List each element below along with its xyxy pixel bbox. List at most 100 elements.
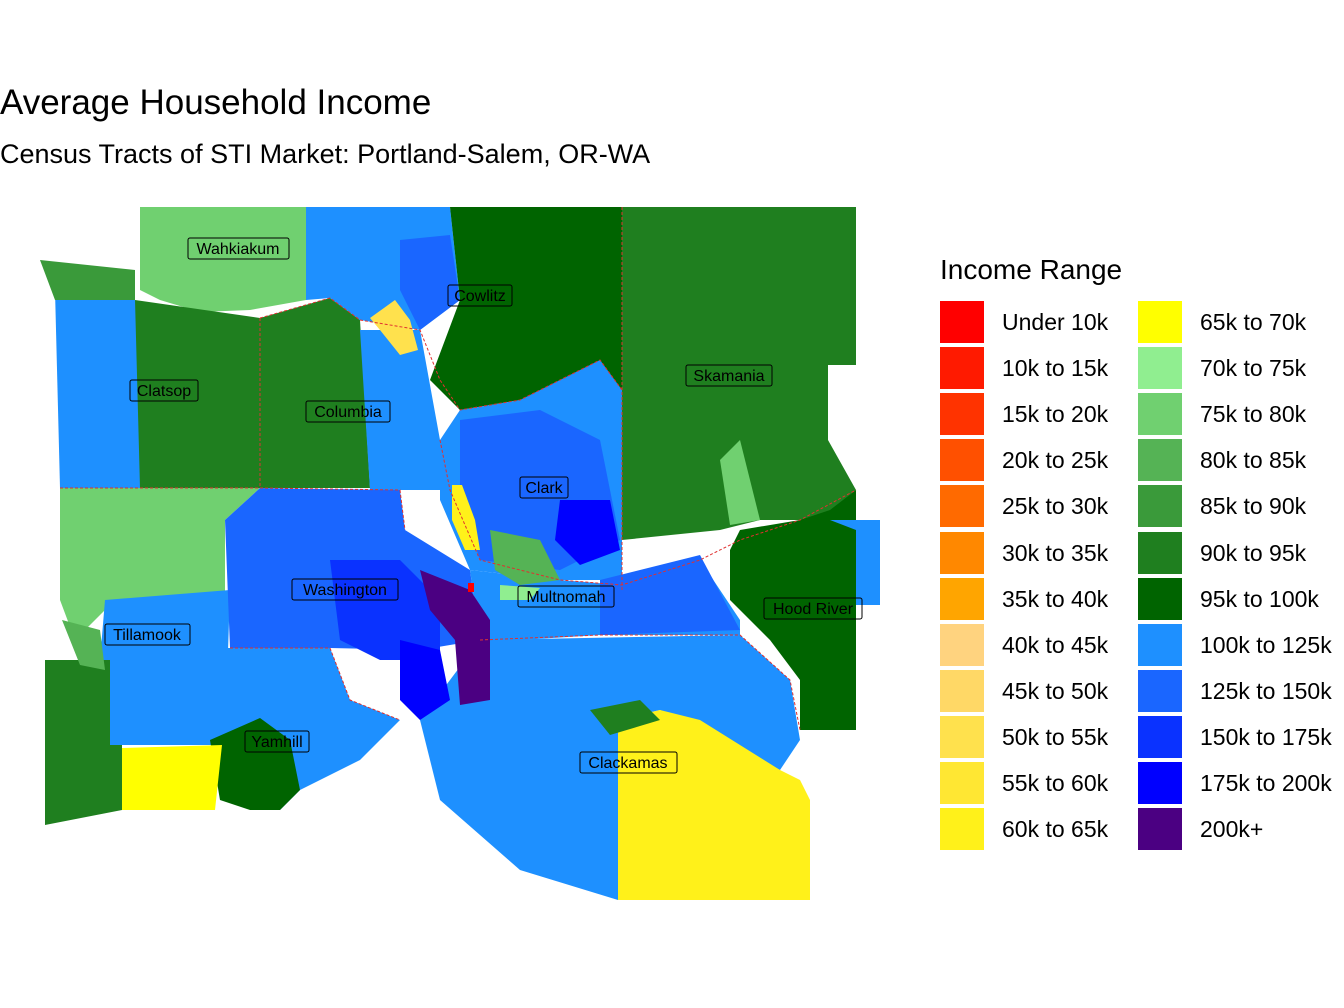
legend-swatch [940, 301, 984, 343]
county-boundary-washington-yamhill [230, 647, 401, 721]
legend-label: Under 10k [1002, 309, 1109, 335]
county-label-box [187, 237, 290, 260]
tract-core-red [468, 583, 474, 592]
map-title: Average Household Income [0, 83, 432, 122]
tract-cowlitz-east [430, 207, 622, 410]
tract-core-lightgreen [500, 585, 540, 600]
tract-multnomah-east [600, 555, 740, 635]
legend-swatch [1138, 485, 1182, 528]
legend-label: 90k to 95k [1200, 539, 1307, 566]
county-label-box [305, 400, 391, 423]
county-label-box [763, 597, 863, 620]
tract-clatsop-coast [55, 290, 140, 488]
legend-title: Income Range [940, 254, 1123, 285]
legend-label: 20k to 25k [1002, 447, 1109, 474]
legend-label: 70k to 75k [1200, 355, 1307, 382]
tract-washington-east [330, 560, 440, 660]
legend-item: 55k to 60k [940, 761, 1150, 807]
legend-label: 175k to 200k [1200, 770, 1332, 796]
legend-swatch [940, 577, 984, 620]
county-label-box [129, 379, 199, 402]
county-label-yamhill: Yamhill [251, 734, 302, 751]
tract-hood-river-east [830, 520, 880, 605]
legend-swatch [1138, 439, 1182, 482]
tract-skamania [622, 207, 856, 540]
legend-swatch [1138, 623, 1182, 666]
tract-yamhill-yellow [122, 745, 222, 810]
county-label-washington: Washington [303, 582, 387, 599]
legend-item: 80k to 85k [1138, 438, 1344, 484]
legend-swatch [1138, 301, 1182, 343]
legend-swatch [1138, 577, 1182, 620]
county-label-tillamook: Tillamook [113, 627, 182, 644]
county-label-wahkiakum: Wahkiakum [197, 241, 280, 258]
tract-skamania-light [720, 440, 760, 525]
county-label-box [517, 585, 615, 608]
legend-item: 100k to 125k [1138, 623, 1344, 669]
county-label-clatsop: Clatsop [137, 383, 191, 400]
county-boundary-columbia-river [439, 439, 857, 586]
tract-clackamas-west [420, 635, 800, 900]
legend-item: 50k to 55k [940, 715, 1150, 761]
legend-swatch [940, 762, 984, 804]
legend-item: 30k to 35k [940, 531, 1150, 577]
legend-item: 45k to 50k [940, 669, 1150, 715]
tract-cowlitz-yellow [370, 300, 418, 355]
tract-core-blue [400, 640, 450, 720]
legend-item: 60k to 65k [940, 807, 1150, 853]
legend-swatch [940, 623, 984, 666]
legend-label: 100k to 125k [1200, 631, 1332, 658]
legend-label: 25k to 30k [1002, 493, 1109, 520]
legend-label: 65k to 70k [1200, 309, 1307, 335]
legend-item: 35k to 40k [940, 577, 1150, 623]
county-label-box [519, 476, 569, 499]
legend-swatch [940, 347, 984, 390]
tract-columbia [260, 298, 370, 488]
legend-item: 175k to 200k [1138, 761, 1344, 807]
tract-cowlitz-mid [400, 235, 460, 330]
choropleth-map: Wahkiakum Cowlitz Skamania Clatsop Colum… [40, 207, 880, 900]
legend-item: 15k to 20k [940, 392, 1150, 438]
tract-clatsop-north [40, 260, 135, 300]
county-boundary-columbia-cowlitz [259, 297, 623, 411]
tract-core-purple [420, 570, 490, 705]
county-label-box [685, 364, 773, 387]
legend-item: 200k+ [1138, 807, 1344, 853]
legend-label: 35k to 40k [1002, 585, 1109, 612]
tract-clackamas-southeast [618, 710, 810, 900]
legend-label: 150k to 175k [1200, 723, 1332, 750]
legend-label: 55k to 60k [1002, 770, 1109, 796]
county-boundary-multnomah-clackamas [479, 634, 801, 731]
county-label-box [104, 623, 191, 646]
county-label-box [291, 578, 399, 601]
legend-item: Under 10k [940, 300, 1150, 346]
legend-label: 30k to 35k [1002, 539, 1109, 566]
tract-hood-river [730, 490, 856, 730]
legend-label: 125k to 150k [1200, 677, 1332, 704]
county-label-box [244, 730, 310, 753]
legend-label: 75k to 80k [1200, 401, 1307, 428]
tract-clark-yellow [452, 485, 480, 550]
legend-swatch [1138, 531, 1182, 574]
legend-label: 50k to 55k [1002, 723, 1109, 750]
tract-clark-blue [555, 500, 620, 565]
legend-swatch [940, 531, 984, 574]
legend-label: 10k to 15k [1002, 355, 1109, 382]
legend-swatch [1138, 762, 1182, 804]
legend-label: 15k to 20k [1002, 401, 1109, 428]
county-label-clark: Clark [525, 480, 563, 497]
legend-swatch [940, 808, 984, 851]
county-label-multnomah: Multnomah [526, 589, 605, 606]
map-subtitle: Census Tracts of STI Market: Portland-Sa… [0, 139, 651, 169]
tract-columbia-east [360, 330, 450, 490]
legend-swatch [1138, 393, 1182, 436]
tract-tillamook-main [100, 590, 230, 745]
county-label-box [579, 751, 678, 774]
legend-swatch [940, 485, 984, 528]
legend-item: 150k to 175k [1138, 715, 1344, 761]
county-label-columbia: Columbia [314, 404, 382, 421]
legend-swatch [940, 669, 984, 712]
legend-label: 60k to 65k [1002, 816, 1109, 843]
legend-item: 95k to 100k [1138, 577, 1344, 623]
county-label-skamania: Skamania [693, 368, 764, 385]
